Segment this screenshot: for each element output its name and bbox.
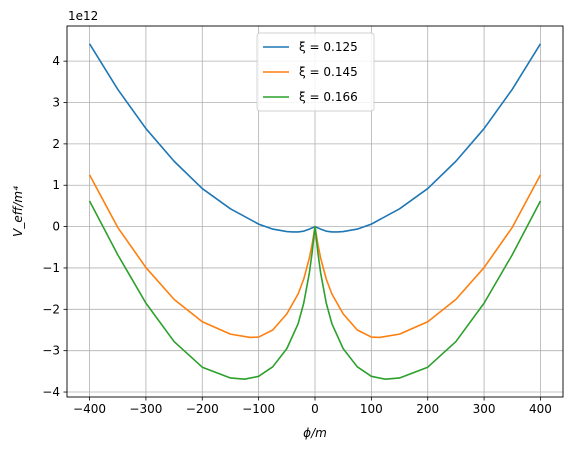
y-tick-label: 1 [52,178,60,192]
y-tick-label: 2 [52,137,60,151]
y-tick-label: −4 [42,385,60,399]
series-lines [88,43,542,381]
legend-label: ξ = 0.125 [299,40,358,54]
y-axis-label: V_eff/m⁴ [11,186,25,237]
legend: ξ = 0.125 ξ = 0.145 ξ = 0.166 [256,32,375,112]
legend-label: ξ = 0.166 [299,90,358,104]
y-tick-label: −3 [42,344,60,358]
x-tick-label: 200 [416,402,439,416]
legend-box [256,32,375,112]
x-axis-ticks: −400 −300 −200 −100 0 100 200 300 400 [73,397,552,416]
y-tick-label: −2 [42,302,60,316]
x-tick-label: 100 [360,402,383,416]
x-tick-label: −300 [129,402,162,416]
series-line-3 [88,200,542,381]
x-axis-label: ϕ/m [303,426,327,440]
x-tick-label: −100 [242,402,275,416]
y-tick-label: −1 [42,261,60,275]
y-offset-label: 1e12 [68,9,98,23]
x-tick-label: −200 [186,402,219,416]
y-tick-label: 4 [52,54,60,68]
x-tick-label: 300 [473,402,496,416]
legend-label: ξ = 0.145 [299,65,358,79]
x-tick-label: 0 [311,402,319,416]
y-tick-label: 0 [52,220,60,234]
y-tick-label: 3 [52,96,60,110]
y-axis-ticks: −4 −3 −2 −1 0 1 2 3 4 [42,54,67,399]
x-tick-label: −400 [73,402,106,416]
x-tick-label: 400 [529,402,552,416]
